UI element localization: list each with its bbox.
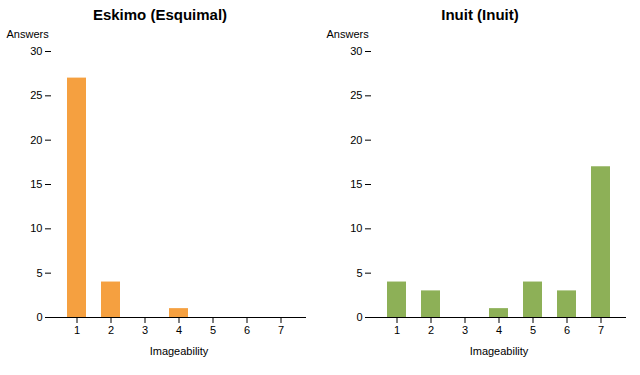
svg-text:15: 15 [350,178,362,190]
svg-text:25: 25 [30,89,42,101]
svg-text:0: 0 [36,311,42,323]
svg-text:5: 5 [529,324,535,336]
html-text:Eskimo (Esquimal): Eskimo (Esquimal) [92,6,228,23]
svg-text:3: 3 [461,324,467,336]
svg-text:Answers: Answers [6,28,49,40]
svg-text:7: 7 [597,324,603,336]
svg-text:6: 6 [243,324,249,336]
svg-text:3: 3 [141,324,147,336]
svg-text:Imageability: Imageability [469,345,528,357]
svg-text:5: 5 [209,324,215,336]
html-text:Inuit (Inuit): Inuit (Inuit) [441,6,519,23]
svg-text:25: 25 [350,89,362,101]
svg-text:5: 5 [356,267,362,279]
svg-text:2: 2 [107,324,113,336]
svg-text:15: 15 [30,178,42,190]
svg-text:30: 30 [350,45,362,57]
svg-text:20: 20 [30,134,42,146]
svg-text:30: 30 [30,45,42,57]
svg-text:6: 6 [563,324,569,336]
svg-text:10: 10 [30,222,42,234]
svg-text:5: 5 [36,267,42,279]
svg-text:4: 4 [175,324,181,336]
svg-text:Answers: Answers [326,28,369,40]
svg-text:Imageability: Imageability [149,345,208,357]
svg-text:2: 2 [427,324,433,336]
svg-text:1: 1 [73,324,79,336]
svg-text:10: 10 [350,222,362,234]
svg-text:20: 20 [350,134,362,146]
svg-text:1: 1 [393,324,399,336]
svg-text:4: 4 [495,324,501,336]
svg-text:7: 7 [277,324,283,336]
svg-text:0: 0 [356,311,362,323]
